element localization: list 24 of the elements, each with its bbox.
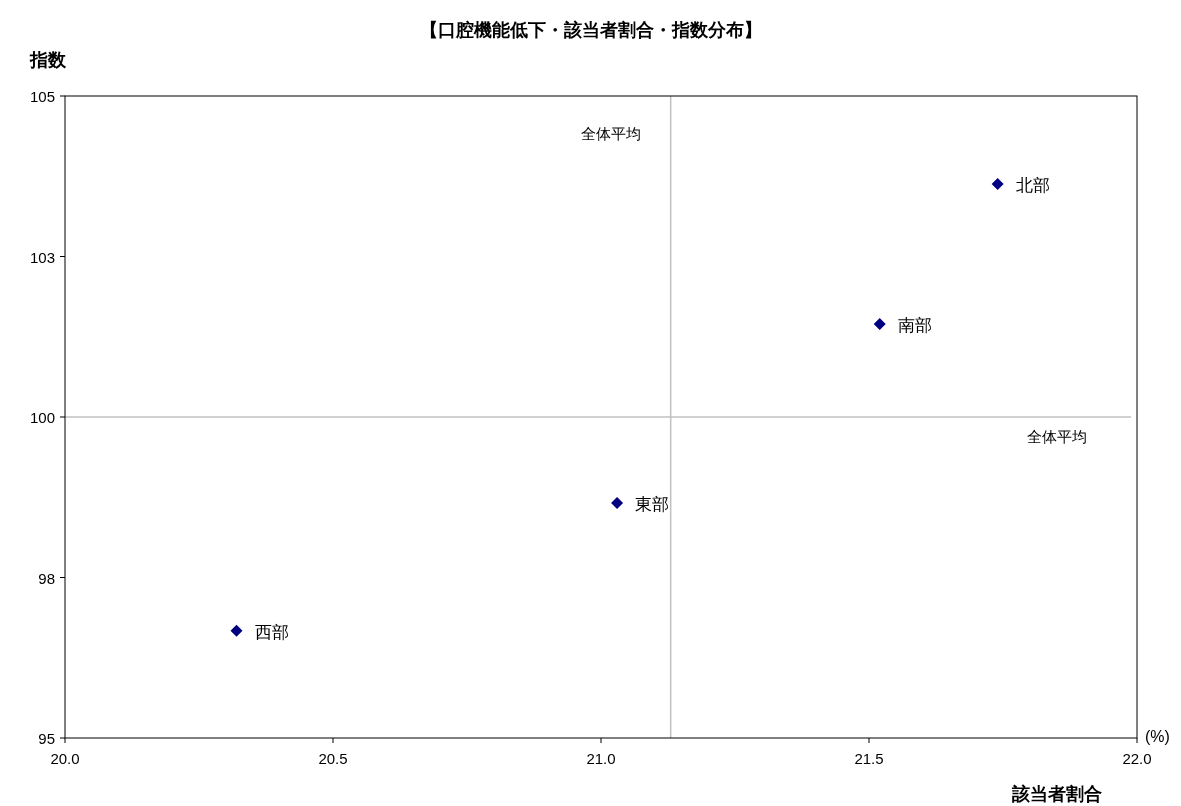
point	[230, 624, 243, 637]
point	[873, 317, 886, 330]
ref-line-label: 全体平均	[1027, 428, 1087, 445]
x-axis-title: 該当者割合	[1011, 784, 1102, 804]
x-tick-label: 20.5	[318, 750, 348, 767]
series-label: 東部	[635, 495, 670, 515]
x-tick-label: 20.0	[50, 750, 80, 767]
point	[611, 497, 624, 510]
y-tick-label: 95	[38, 730, 55, 747]
chart-title: 【口腔機能低下・該当者割合・指数分布】	[419, 20, 762, 40]
point	[991, 177, 1004, 190]
y-tick-label: 105	[29, 88, 55, 105]
x-tick-label: 21.0	[586, 750, 616, 767]
x-tick-label: 22.0	[1122, 750, 1152, 767]
series-label: 西部	[254, 622, 289, 642]
y-tick-label: 98	[38, 569, 55, 587]
x-tick-label: 21.5	[854, 750, 884, 767]
y-tick-label: 100	[29, 409, 55, 426]
ref-line-label: 全体平均	[580, 125, 641, 142]
series-label: 北部	[1015, 175, 1050, 195]
y-axis-title: 指数	[29, 50, 67, 70]
y-tick-label: 103	[29, 248, 55, 266]
text: (%)	[1145, 728, 1170, 745]
series-label: 南部	[897, 315, 932, 335]
